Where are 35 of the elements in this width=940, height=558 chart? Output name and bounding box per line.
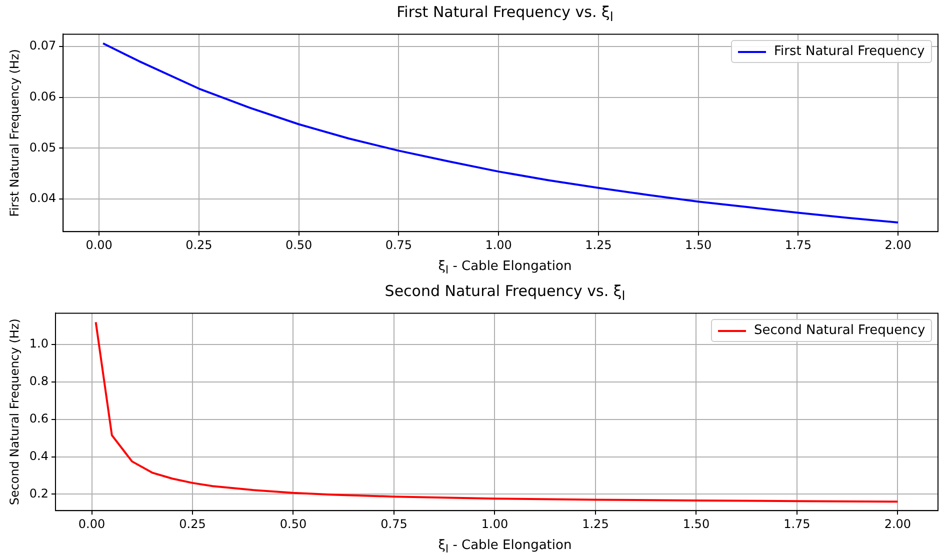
y-axis-title: First Natural Frequency (Hz) [7, 49, 22, 217]
x-tick-label: 0.00 [78, 516, 106, 531]
x-tick-label: 1.50 [682, 516, 710, 531]
y-tick-label: 0.04 [29, 191, 56, 206]
x-tick-label: 0.75 [385, 238, 412, 252]
x-tick-label: 1.75 [784, 516, 810, 531]
y-tick-label: 0.2 [29, 486, 48, 500]
y-axis-title: Second Natural Frequency (Hz) [7, 318, 22, 506]
y-tick-label: 0.05 [29, 140, 56, 154]
chart-title: First Natural Frequency vs. ξ$_{l}$ [396, 3, 614, 24]
y-tick-label: 0.6 [29, 412, 48, 426]
x-tick-label: 1.50 [684, 238, 712, 252]
x-tick-label: 1.75 [784, 238, 812, 252]
x-tick-label: 0.25 [186, 238, 212, 252]
x-tick-label: 0.25 [179, 516, 206, 531]
x-tick-label: 1.25 [582, 516, 609, 531]
x-tick-label: 0.75 [380, 516, 408, 531]
legend-label: Second Natural Frequency [754, 323, 926, 338]
x-tick-label: 0.50 [285, 238, 312, 252]
x-tick-label: 2.00 [884, 238, 912, 252]
x-axis-title: ξ$_{l}$ - Cable Elongation [437, 538, 573, 556]
y-tick-label: 0.06 [29, 89, 56, 104]
x-tick-label: 0.50 [280, 516, 307, 531]
y-tick-label: 0.4 [29, 448, 48, 463]
legend-label: First Natural Frequency [774, 44, 925, 60]
y-tick-label: 1.0 [29, 336, 48, 351]
x-tick-label: 1.00 [485, 238, 512, 252]
chart-title: Second Natural Frequency vs. ξ$_{l}$ [384, 282, 626, 303]
y-tick-label: 0.07 [29, 38, 56, 53]
x-tick-label: 1.00 [481, 516, 508, 531]
x-axis-title: ξ$_{l}$ - Cable Elongation [437, 259, 573, 277]
x-tick-label: 0.00 [86, 238, 112, 252]
x-tick-label: 1.25 [585, 238, 612, 252]
x-tick-label: 2.00 [884, 516, 912, 531]
y-tick-label: 0.8 [29, 374, 48, 388]
